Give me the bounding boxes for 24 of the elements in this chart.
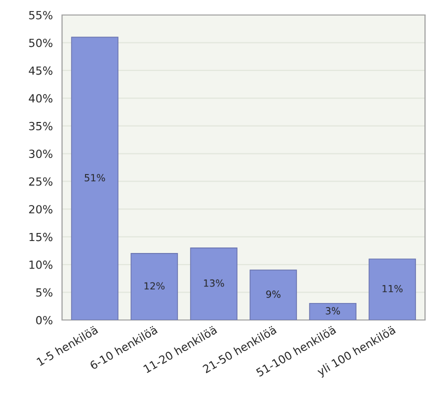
bar <box>190 247 238 320</box>
bar <box>368 258 416 320</box>
bar <box>309 302 356 320</box>
bar <box>250 270 297 320</box>
y-tick-label: 10% <box>30 260 52 269</box>
y-tick-label: 20% <box>29 205 52 214</box>
y-tick-label: 5% <box>36 288 52 297</box>
data-label: 13% <box>204 279 224 287</box>
y-tick-label: 30% <box>29 150 52 158</box>
y-tick-label: 55% <box>29 10 52 20</box>
bar <box>130 253 178 320</box>
data-label: 9% <box>266 290 280 298</box>
y-tick-label: 40% <box>28 94 52 103</box>
data-label: 12% <box>144 282 165 290</box>
y-tick-label: 35% <box>29 122 52 130</box>
data-label: 11% <box>382 284 403 292</box>
y-tick-label: 25% <box>29 177 52 186</box>
bar <box>71 36 118 320</box>
y-tick-label: 15% <box>30 232 52 242</box>
data-label: 51% <box>84 174 106 182</box>
y-tick-label: 45% <box>28 66 52 75</box>
y-tick-label: 0% <box>36 316 52 324</box>
y-tick-label: 50% <box>29 38 52 48</box>
data-label: 3% <box>326 307 340 315</box>
